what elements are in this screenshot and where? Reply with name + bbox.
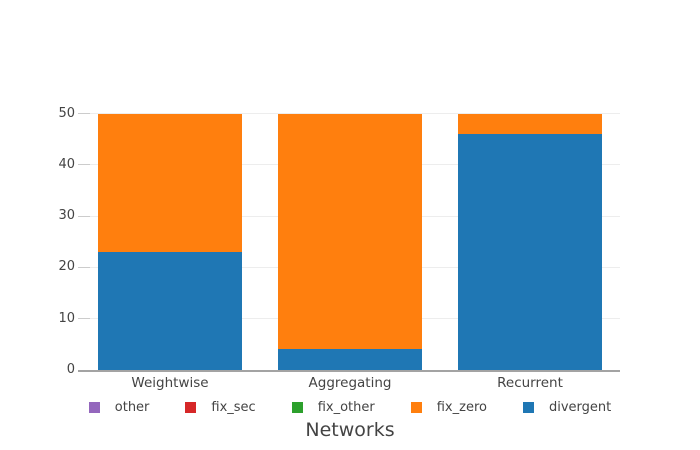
legend-swatch-fix_zero (410, 402, 422, 413)
legend-label-divergent: divergent (548, 400, 612, 415)
y-tick-label: 30 (58, 208, 75, 224)
x-tick-label: Aggregating (308, 375, 392, 391)
bar-segment-aggregating-divergent[interactable] (278, 349, 422, 370)
y-tick-label: 10 (58, 310, 75, 326)
y-tick-mark (78, 215, 90, 217)
x-tick-label: Weightwise (131, 375, 209, 391)
legend-swatch-fix_other (291, 402, 303, 413)
y-tick-label: 20 (58, 259, 75, 275)
y-tick-mark (78, 113, 90, 114)
y-tick-mark (78, 266, 90, 268)
legend-label-fix_zero: fix_zero (436, 400, 487, 415)
y-tick-label: 40 (58, 156, 75, 172)
legend-item-other[interactable]: other (88, 400, 150, 415)
bar-segment-aggregating-fix_zero[interactable] (278, 113, 422, 350)
y-tick-label: 50 (58, 105, 75, 121)
y-tick-mark (78, 164, 90, 166)
legend-swatch-fix_sec (185, 402, 197, 413)
legend-label-other: other (114, 400, 150, 415)
y-tick-mark (78, 318, 90, 320)
legend-label-fix_other: fix_other (317, 400, 375, 415)
x-axis-line (78, 369, 620, 372)
x-axis-title: Networks (305, 419, 395, 441)
y-tick-label: 0 (66, 362, 75, 377)
bar-segment-weightwise-fix_zero[interactable] (98, 113, 242, 252)
legend-item-fix_zero[interactable]: fix_zero (410, 400, 487, 415)
bar-segment-recurrent-fix_zero[interactable] (458, 113, 602, 135)
legend-swatch-other (88, 402, 100, 413)
legend-item-fix_sec[interactable]: fix_sec (185, 400, 256, 415)
legend-label-fix_sec: fix_sec (211, 400, 256, 415)
bar-segment-recurrent-divergent[interactable] (458, 134, 602, 370)
legend: other fix_sec fix_other fix_zero divergent (0, 400, 700, 415)
legend-item-fix_other[interactable]: fix_other (291, 400, 375, 415)
legend-item-divergent[interactable]: divergent (522, 400, 612, 415)
x-tick-label: Recurrent (497, 375, 563, 391)
legend-swatch-divergent (522, 402, 534, 413)
bar-segment-weightwise-divergent[interactable] (98, 252, 242, 370)
